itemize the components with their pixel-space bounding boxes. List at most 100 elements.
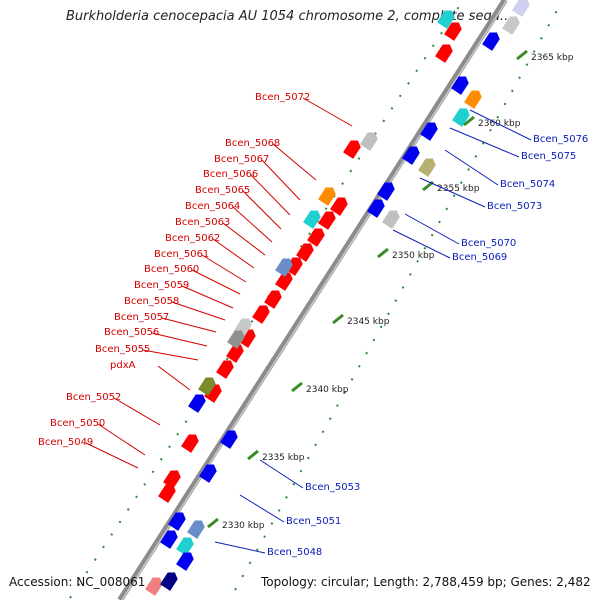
right-label-leader-4	[404, 213, 460, 245]
tick-label-0: 2365 kbp	[531, 53, 574, 63]
reverse-gene-block-1	[451, 76, 469, 95]
left-gene-label-14: Bcen_5055	[95, 344, 150, 355]
reverse-gene-block-10	[220, 430, 238, 449]
reverse-gene-block-16	[176, 552, 194, 571]
accession-label: Accession: NC_008061	[9, 575, 146, 589]
left-gene-label-11: Bcen_5058	[124, 296, 179, 307]
reverse-gene-block-12	[187, 520, 205, 539]
topology-summary: Topology: circular; Length: 2,788,459 bp…	[261, 575, 591, 589]
forward-gene-block-11	[226, 344, 244, 363]
right-gene-label-8: Bcen_5048	[267, 547, 322, 558]
forward-gene-block-10	[238, 329, 256, 348]
right-gene-label-2: Bcen_5074	[500, 179, 555, 190]
left-label-leader-2	[261, 159, 301, 201]
right-gene-label-4: Bcen_5070	[461, 238, 516, 249]
tick-label-2: 2355 kbp	[437, 184, 480, 194]
left-label-leader-0	[302, 97, 353, 127]
forward-gene-block-8	[264, 290, 282, 309]
left-gene-label-1: Bcen_5068	[225, 138, 280, 149]
left-label-leader-10	[181, 285, 234, 309]
left-gene-label-12: Bcen_5057	[114, 312, 169, 323]
chromosome-backbone	[117, 0, 508, 600]
forward-gene-block-25	[145, 577, 163, 596]
left-label-leader-11	[171, 301, 226, 321]
forward-strand-genes	[145, 10, 462, 596]
forward-gene-block-26	[360, 132, 378, 151]
left-label-leader-16	[113, 397, 161, 426]
tick-label-4: 2345 kbp	[347, 317, 390, 327]
right-gene-label-3: Bcen_5073	[487, 201, 542, 212]
reverse-gene-block-5	[402, 146, 420, 165]
left-gene-label-7: Bcen_5062	[165, 233, 220, 244]
reverse-gene-block-18	[512, 0, 530, 17]
reverse-gene-block-8	[367, 199, 385, 218]
tick-label-3: 2350 kbp	[392, 251, 435, 261]
forward-gene-block-22	[198, 377, 216, 396]
chromosome-backbone-highlight	[121, 0, 508, 600]
right-gene-label-0: Bcen_5076	[533, 134, 588, 145]
left-gene-label-16: Bcen_5052	[66, 392, 121, 403]
left-gene-label-0: Bcen_5072	[255, 92, 310, 103]
reverse-gene-block-15	[160, 530, 178, 549]
left-label-leader-14	[142, 349, 199, 361]
tick-mark-6	[247, 449, 259, 461]
reverse-gene-block-14	[168, 512, 186, 531]
reverse-gene-block-13	[176, 537, 194, 556]
left-gene-label-3: Bcen_5066	[203, 169, 258, 180]
left-gene-label-10: Bcen_5059	[134, 280, 189, 291]
tick-mark-0	[516, 49, 528, 61]
right-label-leader-6	[259, 459, 304, 489]
left-gene-label-8: Bcen_5061	[154, 249, 209, 260]
forward-gene-block-9	[252, 305, 270, 324]
forward-gene-block-15	[163, 470, 181, 489]
forward-gene-block-7	[275, 272, 293, 291]
tick-mark-7	[207, 517, 219, 529]
right-label-leader-2	[444, 149, 499, 186]
reverse-gene-block-4	[420, 122, 438, 141]
forward-gene-block-1	[343, 140, 361, 159]
left-gene-label-15: pdxA	[110, 360, 136, 371]
right-gene-label-6: Bcen_5053	[305, 482, 360, 493]
tick-mark-3	[377, 247, 389, 259]
forward-gene-block-13	[204, 384, 222, 403]
reverse-gene-block-2	[464, 90, 482, 109]
forward-gene-block-17	[318, 187, 336, 206]
forward-gene-block-27	[437, 10, 455, 29]
forward-gene-block-24	[158, 484, 176, 503]
tick-mark-1	[463, 115, 475, 127]
right-gene-labels: Bcen_5076 Bcen_5075 Bcen_5074 Bcen_5073 Bcen…	[214, 109, 588, 558]
forward-gene-block-3	[318, 211, 336, 230]
tick-label-6: 2335 kbp	[262, 453, 305, 463]
left-label-leader-17	[97, 423, 146, 456]
reverse-gene-block-17	[160, 572, 178, 591]
right-gene-label-5: Bcen_5069	[452, 252, 507, 263]
forward-gene-block-16	[444, 22, 462, 41]
left-label-leader-13	[151, 332, 208, 347]
left-gene-label-6: Bcen_5063	[175, 217, 230, 228]
left-label-leader-1	[272, 143, 317, 181]
tick-mark-4	[332, 313, 344, 325]
tick-mark-5	[291, 381, 303, 393]
right-label-leader-5	[392, 229, 451, 259]
left-label-leader-6	[222, 222, 266, 256]
tick-label-5: 2340 kbp	[306, 385, 349, 395]
left-gene-label-13: Bcen_5056	[104, 327, 159, 338]
reverse-gene-block-3	[452, 108, 470, 127]
reverse-gene-block-19	[502, 16, 520, 35]
left-gene-label-5: Bcen_5064	[185, 201, 240, 212]
left-label-leader-8	[201, 254, 247, 283]
right-label-leader-3	[419, 177, 486, 208]
left-label-leader-7	[212, 238, 255, 269]
forward-gene-block-23	[188, 394, 206, 413]
forward-gene-block-14	[181, 434, 199, 453]
right-label-leader-8	[214, 541, 266, 554]
reverse-gene-block-0	[482, 32, 500, 51]
left-label-leader-18	[85, 442, 139, 469]
forward-gene-block-21	[227, 330, 245, 349]
left-gene-label-17: Bcen_5050	[50, 418, 105, 429]
forward-gene-block-18	[303, 210, 321, 229]
left-label-leader-12	[161, 317, 217, 333]
